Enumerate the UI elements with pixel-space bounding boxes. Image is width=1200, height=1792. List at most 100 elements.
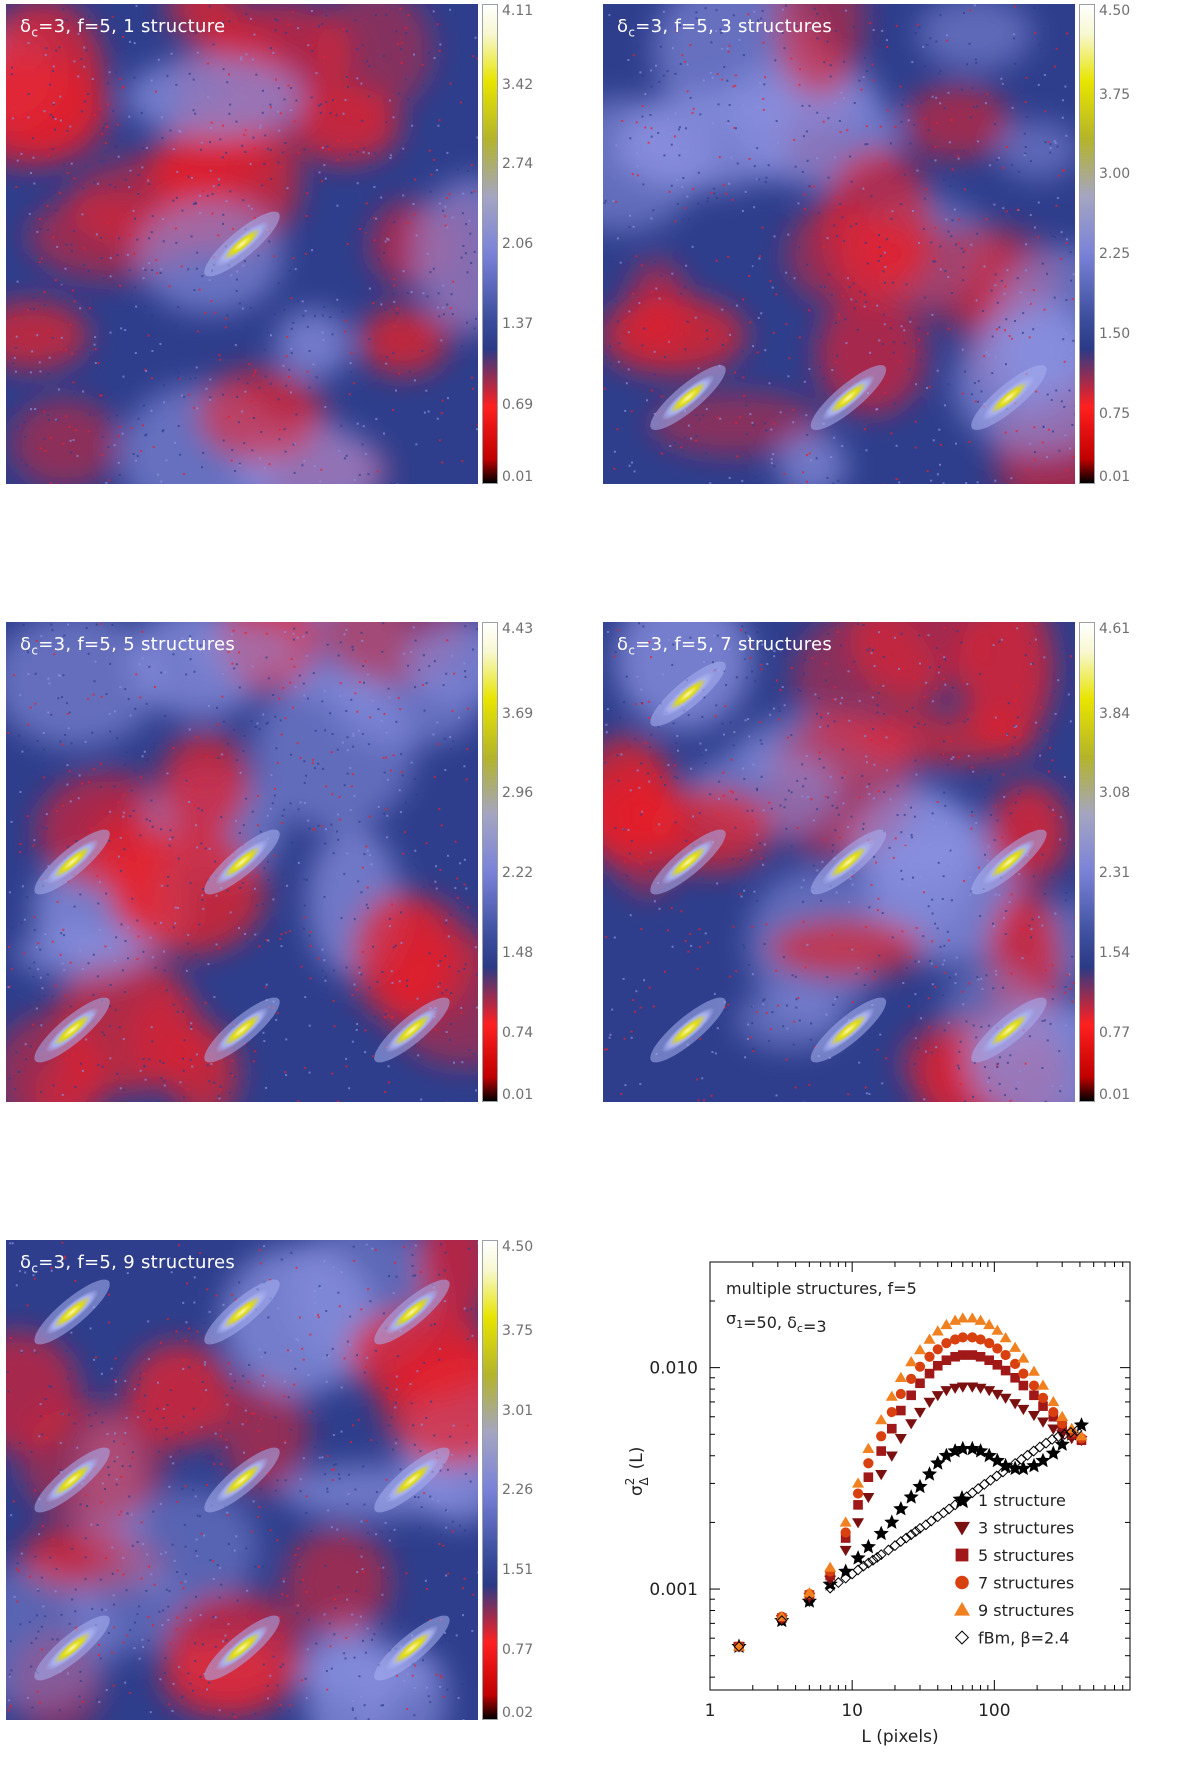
data-point — [886, 1406, 897, 1418]
data-point — [950, 1351, 960, 1362]
panel-title: δc=3, f=5, 3 structures — [617, 16, 833, 40]
data-point — [803, 1595, 815, 1607]
data-point — [940, 1386, 953, 1397]
data-point — [1038, 1401, 1048, 1411]
structure-blob — [204, 211, 280, 277]
colorbar-tick: 3.08 — [1099, 785, 1131, 801]
data-point — [894, 1434, 907, 1445]
data-point — [992, 1343, 1003, 1354]
y-axis-label: σ2Δ(L) — [623, 1447, 651, 1496]
data-point — [1017, 1404, 1030, 1416]
data-point — [949, 1383, 962, 1394]
legend-label: fBm, β=2.4 — [978, 1629, 1069, 1648]
data-point — [1009, 1457, 1021, 1470]
structure-blob — [204, 1447, 280, 1513]
map-panel-5: δc=3, f=5, 5 structures 4.43 3.69 2.96 2… — [6, 622, 566, 1102]
colorbar-tick: 2.22 — [502, 865, 534, 881]
data-point — [932, 1344, 943, 1355]
data-point — [991, 1324, 1004, 1335]
data-point — [914, 1344, 926, 1355]
colorbar-tick: 3.75 — [502, 1323, 534, 1339]
density-map-1 — [6, 4, 478, 484]
structure-blob — [34, 829, 110, 895]
legend-marker — [954, 1602, 970, 1616]
structure-blob — [971, 365, 1047, 431]
map-panel-1: δc=3, f=5, 1 structure 4.11 3.42 2.74 2.… — [6, 4, 566, 484]
data-point — [985, 1474, 997, 1486]
map-panel-3: δc=3, f=5, 3 structures 4.50 3.75 3.00 2… — [603, 4, 1163, 484]
data-point — [966, 1487, 978, 1499]
colorbar-tick: 2.74 — [502, 156, 534, 172]
plot-annotation: σ1=50, δc=3 — [726, 1309, 827, 1336]
colorbar-tick: 0.77 — [1099, 1025, 1131, 1041]
colorbar-tick: 3.75 — [1099, 87, 1131, 103]
data-point — [1034, 1441, 1046, 1453]
data-point — [984, 1338, 995, 1349]
map-panel-9: δc=3, f=5, 9 structures 4.50 3.75 3.01 2… — [6, 1240, 566, 1720]
structure-blob — [650, 365, 726, 431]
data-point — [914, 1361, 926, 1372]
data-point — [895, 1535, 907, 1547]
colorbar — [482, 4, 498, 484]
colorbar-tick: 2.31 — [1099, 865, 1131, 881]
data-point — [1009, 1399, 1022, 1410]
data-point — [932, 1360, 943, 1371]
data-point — [915, 1378, 925, 1389]
data-point — [862, 1492, 875, 1504]
data-point — [1035, 1452, 1051, 1468]
data-point — [776, 1615, 788, 1627]
colorbar — [482, 622, 498, 1102]
data-point — [1059, 1428, 1071, 1440]
data-point — [930, 1455, 946, 1470]
data-point — [1027, 1365, 1040, 1376]
structure-blob — [374, 1615, 450, 1681]
density-map-3 — [603, 4, 1075, 484]
colorbar-tick: 3.42 — [502, 77, 534, 93]
data-point — [999, 1332, 1012, 1343]
data-point — [992, 1359, 1003, 1370]
structure-blob — [374, 997, 450, 1063]
legend-label: 3 structures — [978, 1519, 1074, 1538]
colorbar — [1079, 622, 1095, 1102]
data-point — [875, 1470, 888, 1481]
data-point — [863, 1458, 874, 1469]
data-point — [975, 1334, 986, 1345]
data-point — [824, 1582, 836, 1594]
colorbar-tick: 3.00 — [1099, 166, 1131, 182]
data-point — [991, 1470, 1003, 1482]
data-point — [832, 1577, 844, 1589]
x-tick-label: 10 — [841, 1701, 863, 1721]
data-point — [956, 1382, 969, 1393]
structure-blob — [971, 829, 1047, 895]
data-point — [914, 1407, 926, 1419]
data-point — [840, 1533, 851, 1543]
colorbar-tick: 0.02 — [502, 1705, 534, 1721]
data-point — [938, 1447, 954, 1463]
data-point — [840, 1572, 852, 1584]
data-point — [875, 1414, 888, 1425]
data-point — [885, 1451, 898, 1462]
data-point — [895, 1388, 906, 1400]
legend-marker — [954, 1521, 970, 1536]
data-point — [894, 1371, 907, 1382]
data-point — [1029, 1390, 1039, 1401]
legend-label: 1 structure — [978, 1491, 1066, 1510]
data-point — [940, 1318, 953, 1330]
data-point — [1026, 1457, 1042, 1473]
data-point — [1047, 1424, 1060, 1435]
colorbar-tick: 0.69 — [502, 397, 534, 413]
data-point — [1048, 1406, 1059, 1418]
data-point — [884, 1514, 900, 1529]
data-point — [1028, 1445, 1040, 1457]
structure-blob — [971, 997, 1047, 1063]
data-point — [956, 1312, 969, 1323]
data-point — [839, 1545, 852, 1557]
data-point — [912, 1478, 928, 1494]
structure-blob — [204, 997, 280, 1063]
data-point — [983, 1386, 996, 1397]
colorbar-tick: 1.48 — [502, 945, 534, 961]
data-point — [974, 1383, 987, 1394]
data-point — [863, 1472, 874, 1483]
colorbar-tick: 0.77 — [502, 1642, 534, 1658]
legend-marker — [952, 1490, 972, 1509]
